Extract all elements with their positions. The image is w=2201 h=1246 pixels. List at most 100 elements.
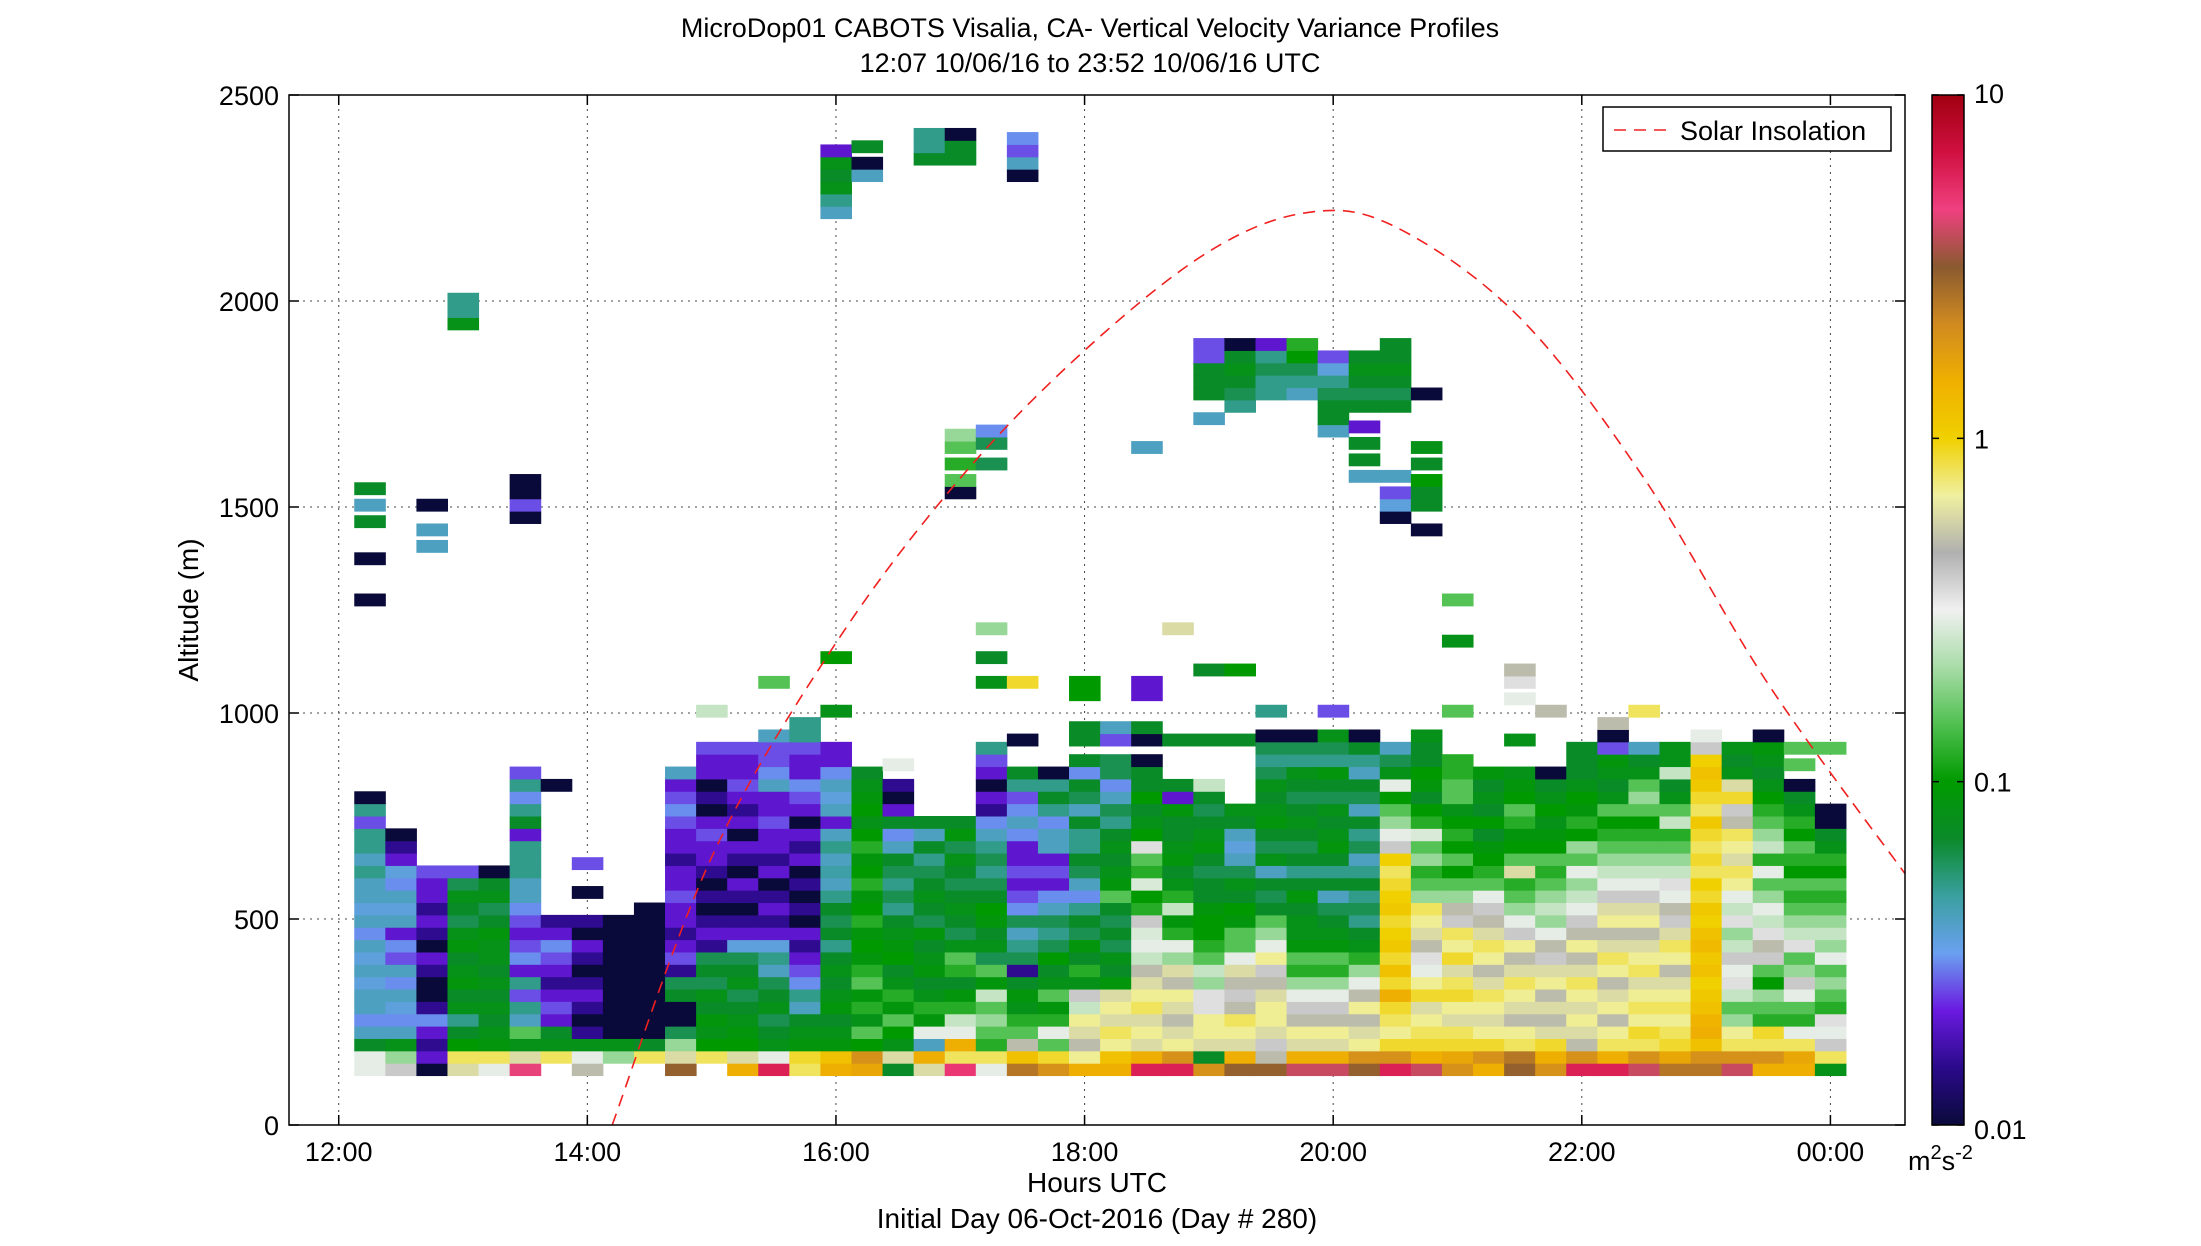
heatmap-cell [509,1026,542,1039]
heatmap-cell [758,1026,790,1039]
heatmap-cell [354,803,386,817]
heatmap-cell [509,951,542,965]
heatmap-cell [1504,663,1536,677]
heatmap-cell [913,1038,946,1052]
heatmap-cell [1814,939,1847,953]
heatmap-cell [665,791,697,805]
heatmap-cell [447,989,480,1002]
heatmap-cell [913,927,946,941]
x-tick-label: 14:00 [554,1137,622,1167]
heatmap-cell [1131,1026,1163,1039]
heatmap-cell [1504,939,1536,953]
heatmap-cell [1783,989,1816,1002]
heatmap-cell [1504,877,1536,891]
heatmap-cell [354,927,386,941]
heatmap-cell [354,865,386,879]
heatmap-cell [1379,865,1412,879]
heatmap-cell [1037,816,1070,829]
heatmap-cell [1566,778,1598,792]
heatmap-cell [913,1063,946,1077]
heatmap-cell [1721,939,1754,953]
heatmap-cell [1379,951,1412,965]
heatmap-cell [602,914,635,928]
heatmap-cell [1069,853,1101,866]
heatmap-cell [1193,778,1225,792]
heatmap-cell [1410,976,1443,990]
heatmap-cell [1255,729,1288,743]
heatmap-cell [882,890,915,904]
heatmap-cell [1690,989,1723,1002]
heatmap-cell [1783,865,1816,879]
heatmap-cell [1504,1013,1536,1027]
heatmap-cell [789,877,821,891]
heatmap-cell [882,1001,915,1015]
heatmap-cell [975,951,1008,965]
heatmap-cell [1348,387,1381,401]
heatmap-cell [1441,877,1474,891]
heatmap-cell [758,939,790,953]
heatmap-cell [913,914,946,928]
heatmap-cell [1814,1026,1847,1039]
heatmap-cell [1162,927,1194,941]
heatmap-cell [385,1026,417,1039]
heatmap-cell [882,853,915,866]
heatmap-cell [913,853,946,866]
heatmap-cell [1628,927,1660,941]
heatmap-cell [1006,791,1039,805]
heatmap-cell [975,890,1008,904]
heatmap-cell [696,902,728,916]
heatmap-cell [447,1063,480,1077]
heatmap-cell [789,1001,821,1015]
heatmap-cell [665,902,697,916]
heatmap-cell [1069,1038,1101,1052]
heatmap-cell [1069,1063,1101,1077]
heatmap-cell [1069,989,1101,1002]
heatmap-cell [944,457,977,471]
heatmap-cell [1348,741,1381,755]
heatmap-cell [1410,803,1443,817]
heatmap-cell [385,964,417,978]
heatmap-cell [509,853,542,866]
y-tick-label: 0 [264,1111,279,1141]
heatmap-cell [447,1050,480,1064]
heatmap-cell [1441,1063,1474,1077]
heatmap-cell [1504,976,1536,990]
heatmap-cell [1255,350,1288,364]
heatmap-cell [509,816,542,829]
heatmap-cell [1752,828,1785,842]
heatmap-cell [478,1063,511,1077]
heatmap-cell [602,1038,635,1052]
heatmap-cell [1628,1001,1660,1015]
heatmap-cell [1814,927,1847,941]
heatmap-cell [1566,803,1598,817]
heatmap-cell [1006,865,1039,879]
heatmap-cell [1162,840,1194,854]
heatmap-cell [820,741,852,755]
heatmap-cell [1379,890,1412,904]
heatmap-cell [944,877,977,891]
heatmap-cell [1069,675,1101,689]
heatmap-cell [1317,828,1350,842]
heatmap-cell [1069,890,1101,904]
heatmap-cell [1752,754,1785,768]
heatmap-cell [1286,828,1319,842]
heatmap-cell [944,1050,977,1064]
heatmap-cell [789,914,821,928]
heatmap-cell [820,927,852,941]
heatmap-cell [1348,865,1381,879]
heatmap-cell [1410,902,1443,916]
heatmap-cell [1504,914,1536,928]
heatmap-cell [1441,828,1474,842]
heatmap-cell [1690,902,1723,916]
heatmap-cell [1100,1063,1132,1077]
heatmap-cell [1752,729,1785,743]
heatmap-cell [1628,704,1660,718]
heatmap-cell [851,803,884,817]
heatmap-cell [1100,778,1132,792]
heatmap-cell [944,890,977,904]
heatmap-cell [665,853,697,866]
heatmap-cell [1597,989,1629,1002]
heatmap-cell [851,1050,884,1064]
heatmap-cell [1131,1050,1163,1064]
chart-title: MicroDop01 CABOTS Visalia, CA- Vertical … [681,13,1499,43]
